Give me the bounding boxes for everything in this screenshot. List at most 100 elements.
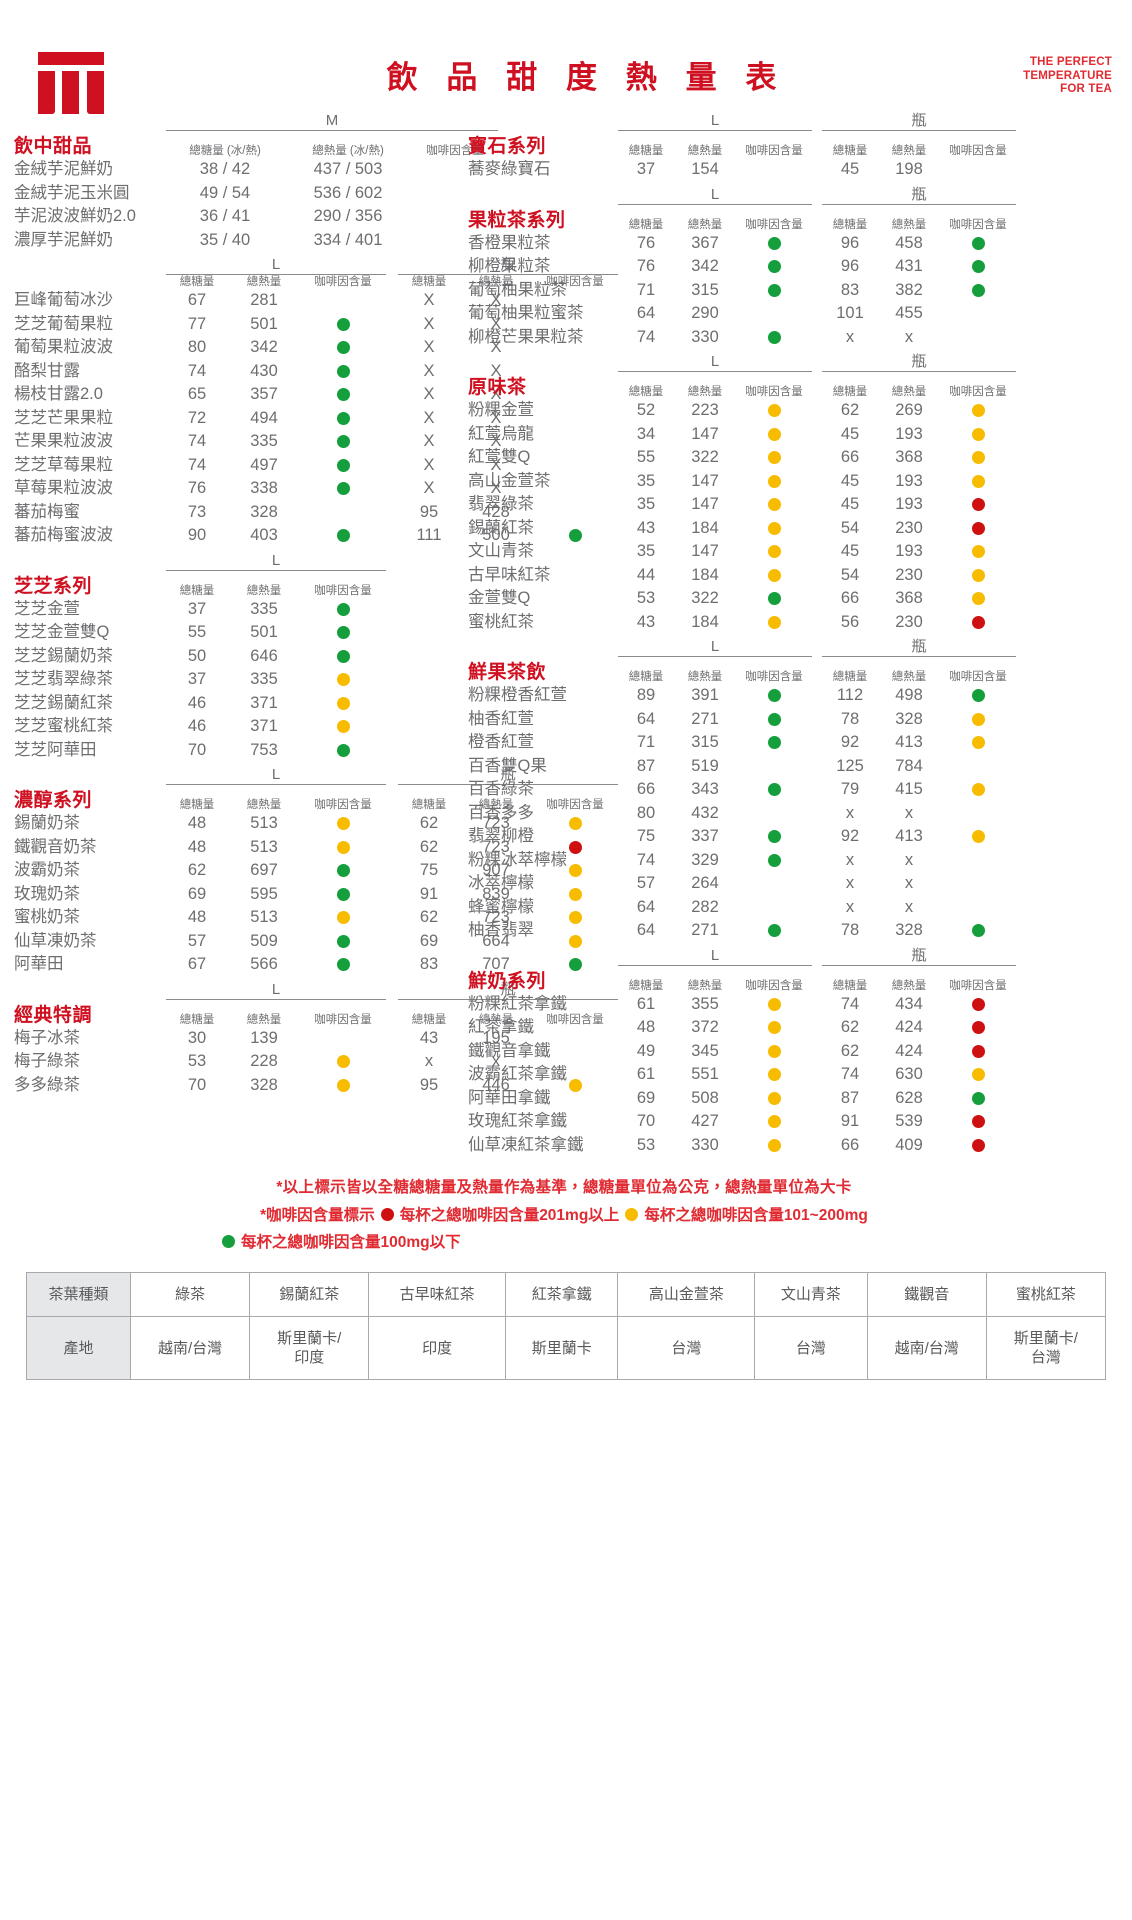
drink-name: 蜂蜜檸檬 (468, 897, 534, 916)
table-row: 鐵觀音拿鐵 49 345 62 424 (468, 1040, 1132, 1064)
column-header-sugar: 總糖量 (179, 584, 215, 597)
caffeine-cell (940, 255, 1016, 279)
drink-name: 百香雙Q果 (468, 756, 547, 775)
calorie-value: 539 (895, 1112, 923, 1130)
drink-name: 粉粿橙香紅萱 (468, 686, 567, 704)
column-header-sugar: 總糖量 (832, 145, 868, 157)
caffeine-dot-yellow (336, 696, 350, 710)
column-header-sugar: 總糖量 (628, 979, 664, 992)
origin-table-origin-value: 越南/台灣 (129, 1316, 251, 1380)
drink-name: 金絨芋泥鮮奶 (14, 160, 113, 178)
caffeine-cell (736, 1016, 812, 1040)
drink-name: 芝芝阿華田 (14, 740, 97, 759)
calorie-value: 458 (895, 233, 923, 252)
calorie-value: 230 (895, 518, 923, 537)
calorie-value: 434 (895, 994, 923, 1013)
caffeine-dot-yellow (336, 1055, 350, 1069)
caffeine-cell (532, 524, 618, 548)
sugar-value: 64 (636, 921, 656, 939)
size-label: L (710, 946, 720, 964)
caffeine-cell (940, 470, 1016, 494)
calorie-value: X (490, 408, 502, 427)
calorie-value: 723 (482, 908, 510, 926)
sugar-value: 77 (187, 314, 207, 333)
caffeine-cell (300, 1050, 386, 1074)
column-header-cal: 總熱量 (891, 671, 927, 683)
sugar-value: x (845, 803, 855, 822)
sugar-value: 70 (187, 1075, 207, 1094)
caffeine-cell (300, 598, 386, 622)
caffeine-cell (940, 778, 1016, 802)
sugar-value: 55 (187, 623, 207, 641)
table-row: 波霸紅茶拿鐵 61 551 74 630 (468, 1063, 1132, 1087)
caffeine-cell (736, 493, 812, 517)
caffeine-dot-yellow (971, 712, 985, 726)
section-title: 果粒茶系列 (468, 208, 566, 231)
calorie-value: 519 (691, 756, 719, 775)
drink-name: 百香綠茶 (468, 780, 534, 798)
size-label: L (271, 980, 281, 998)
size-underline (398, 274, 618, 275)
caffeine-cell (532, 906, 618, 930)
caffeine-dot-green (767, 736, 781, 750)
column-header-sugar: 總糖量 (832, 386, 868, 398)
caffeine-cell (940, 1110, 1016, 1134)
calorie-value: X (490, 291, 502, 309)
caffeine-cell (736, 825, 812, 849)
calorie-value: 193 (895, 495, 923, 513)
sugar-value: 62 (419, 908, 439, 926)
caffeine-cell (532, 883, 618, 907)
column-header-row: 鮮奶系列 總糖量 總熱量 咖啡因含量 總糖量 總熱量 咖啡因含量 (468, 966, 1132, 993)
calorie-value: 335 (250, 670, 278, 688)
section-title: 原味茶 (468, 376, 527, 398)
table-row: 冰萃檸檬 57 264 x x (468, 872, 1132, 896)
caffeine-dot-green (971, 236, 985, 250)
legend-red-label: 每杯之總咖啡因含量201mg以上 (399, 1207, 620, 1224)
drink-name: 波霸奶茶 (14, 861, 80, 879)
sugar-value: 73 (187, 502, 207, 521)
caffeine-cell (300, 454, 386, 478)
sugar-value: 111 (416, 526, 442, 544)
sugar-value: 49 / 54 (199, 183, 251, 202)
caffeine-cell (736, 1134, 812, 1158)
section-title: 飲中甜品 (14, 135, 93, 157)
calorie-value: 329 (691, 850, 719, 869)
calorie-value: 427 (691, 1112, 719, 1130)
column-header-cal: 總熱量 (687, 671, 723, 683)
caffeine-cell (736, 684, 812, 708)
section-cheese-series: L 芝芝系列 總糖量 總熱量 咖啡因含量 芝芝金萱 37 335 芝芝金萱雙Q 55 501 芝芝錫蘭… (14, 552, 468, 763)
drink-name: 草莓果粒波波 (14, 479, 113, 497)
sugar-value: 95 (419, 1075, 439, 1094)
sugar-value: 37 (187, 599, 207, 618)
caffeine-dot-green (767, 853, 781, 867)
sugar-value: 54 (840, 565, 860, 584)
calorie-value: 330 (691, 327, 719, 346)
table-row: 蜜桃奶茶 48 513 62 723 (14, 906, 582, 930)
caffeine-dot-green (336, 411, 350, 425)
caffeine-cell (300, 477, 386, 501)
section-drink-dessert: M 飲中甜品 總糖量 (冰/熱) 總熱量 (冰/熱) 咖啡因含量 金絨芋泥鮮奶 38 / 4… (14, 112, 498, 252)
table-row: 芝芝錫蘭紅茶 46 371 (14, 692, 468, 716)
origin-table-tea-name: 鐵觀音 (866, 1272, 987, 1317)
calorie-value: 322 (691, 448, 719, 466)
origin-table-tea-name: 古早味紅茶 (368, 1272, 507, 1317)
calorie-value: 335 (250, 599, 278, 618)
legend-green-label: 每杯之總咖啡因含量100mg以下 (241, 1234, 461, 1251)
column-header-sugar: 總糖量 (832, 979, 868, 992)
column-header-sugar: 總糖量 (628, 671, 664, 683)
table-row: 芒果果粒波波 74 335 X X (14, 430, 502, 454)
caffeine-dot-yellow (767, 404, 781, 418)
caffeine-cell (940, 564, 1016, 588)
caffeine-dot-green (336, 388, 350, 402)
column-header-cal-hot-cold: 總熱量 (冰/熱) (312, 145, 384, 157)
table-row: 蜜桃紅茶 43 184 56 230 (468, 611, 1132, 635)
caffeine-cell (300, 906, 386, 930)
caffeine-cell (300, 668, 386, 692)
origin-table-row-header-origin: 產地 (26, 1316, 131, 1380)
caffeine-legend-label: *咖啡因含量標示 (260, 1207, 375, 1224)
calorie-value: 328 (250, 502, 278, 521)
caffeine-dot-green (767, 592, 781, 606)
sugar-value: 92 (840, 733, 860, 751)
section-title: 經典特調 (14, 1003, 93, 1026)
